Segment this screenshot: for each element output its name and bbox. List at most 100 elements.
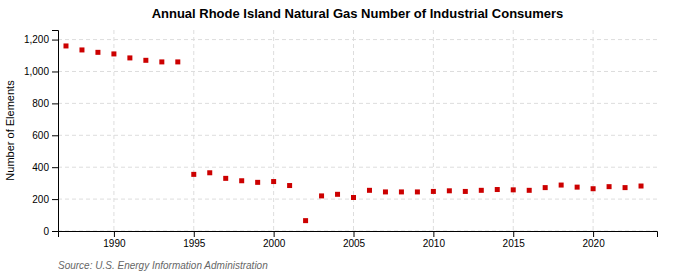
point (303, 218, 308, 223)
tick-mark (194, 231, 195, 237)
tick-label: 0 (43, 226, 49, 237)
grid-line (113, 30, 114, 231)
tick: 200 (32, 194, 58, 205)
grid-line (433, 30, 434, 231)
tick-mark (52, 71, 58, 72)
tick-label: 400 (32, 162, 49, 173)
point (607, 184, 612, 189)
grid-line (593, 30, 594, 231)
tick-label: 2010 (423, 238, 446, 249)
tick: 2005 (343, 231, 366, 249)
grid-line (58, 71, 657, 72)
tick-label: 2000 (263, 238, 286, 249)
tick-mark (354, 231, 355, 237)
tick: 1,000 (24, 66, 58, 77)
tick-mark (114, 231, 115, 237)
point (543, 185, 548, 190)
tick-label: 600 (32, 130, 49, 141)
grid-line (353, 30, 354, 231)
tick: 2010 (423, 231, 446, 249)
point (463, 189, 468, 194)
point (271, 179, 276, 184)
point (527, 188, 532, 193)
tick: 1995 (183, 231, 206, 249)
tick-mark (433, 231, 434, 237)
point (623, 185, 628, 190)
axis-line (59, 232, 658, 238)
grid (58, 30, 657, 231)
x-axis: 1990 1995 2000 2005 2010 2015 2020 (59, 231, 658, 249)
point (63, 43, 68, 48)
tick-label: 2005 (343, 238, 366, 249)
point (351, 195, 356, 200)
point (143, 58, 148, 63)
tick-label: 1,200 (24, 34, 49, 45)
point (639, 184, 644, 189)
point (511, 187, 516, 192)
point (591, 186, 596, 191)
point (447, 188, 452, 193)
point (175, 59, 180, 64)
point (191, 172, 196, 177)
axis-line (52, 31, 59, 232)
point (95, 50, 100, 55)
points (63, 43, 643, 223)
point (127, 55, 132, 60)
point (111, 51, 116, 56)
grid-line (58, 135, 657, 136)
tick-mark (52, 40, 58, 41)
point (239, 178, 244, 183)
y-axis: 0 200 400 600 800 1,000 1,200 (24, 31, 59, 237)
point (79, 47, 84, 52)
chart: 1990 1995 2000 2005 2010 2015 2020 0 200 400 600 80… (0, 0, 675, 275)
tick-mark (513, 231, 514, 237)
tick: 400 (32, 162, 58, 173)
point (431, 189, 436, 194)
tick: 2015 (503, 231, 526, 249)
point (207, 170, 212, 175)
point (223, 176, 228, 181)
point (319, 193, 324, 198)
tick: 2000 (263, 231, 286, 249)
grid-line (513, 30, 514, 231)
tick-mark (274, 231, 275, 237)
tick: 800 (32, 98, 58, 109)
tick: 1,200 (24, 34, 58, 45)
tick-mark (52, 231, 58, 232)
tick-mark (52, 199, 58, 200)
point (159, 59, 164, 64)
tick-label: 800 (32, 98, 49, 109)
tick-label: 2015 (503, 238, 526, 249)
point (399, 189, 404, 194)
plot: 1990 1995 2000 2005 2010 2015 2020 0 200 400 600 80… (24, 30, 658, 249)
grid-line (58, 103, 657, 104)
tick: 600 (32, 130, 58, 141)
y-axis-title: Number of Elements (4, 80, 16, 181)
grid-line (58, 39, 657, 40)
point (415, 189, 420, 194)
tick-label: 1995 (183, 238, 206, 249)
tick-mark (52, 167, 58, 168)
tick-label: 2020 (582, 238, 605, 249)
point (575, 185, 580, 190)
tick-label: 1,000 (24, 66, 49, 77)
point (479, 188, 484, 193)
point (559, 183, 564, 188)
point (335, 192, 340, 197)
tick-label: 200 (32, 194, 49, 205)
tick: 1990 (103, 231, 126, 249)
title: Annual Rhode Island Natural Gas Number o… (152, 6, 564, 21)
grid-line (58, 167, 657, 168)
tick-label: 1990 (103, 238, 126, 249)
point (495, 187, 500, 192)
grid-line (193, 30, 194, 231)
source: Source: U.S. Energy Information Administ… (58, 260, 268, 271)
point (383, 189, 388, 194)
tick-mark (593, 231, 594, 237)
point (367, 188, 372, 193)
point (255, 180, 260, 185)
grid-line (58, 199, 657, 200)
tick: 2020 (582, 231, 605, 249)
grid-line (273, 30, 274, 231)
tick-mark (52, 103, 58, 104)
